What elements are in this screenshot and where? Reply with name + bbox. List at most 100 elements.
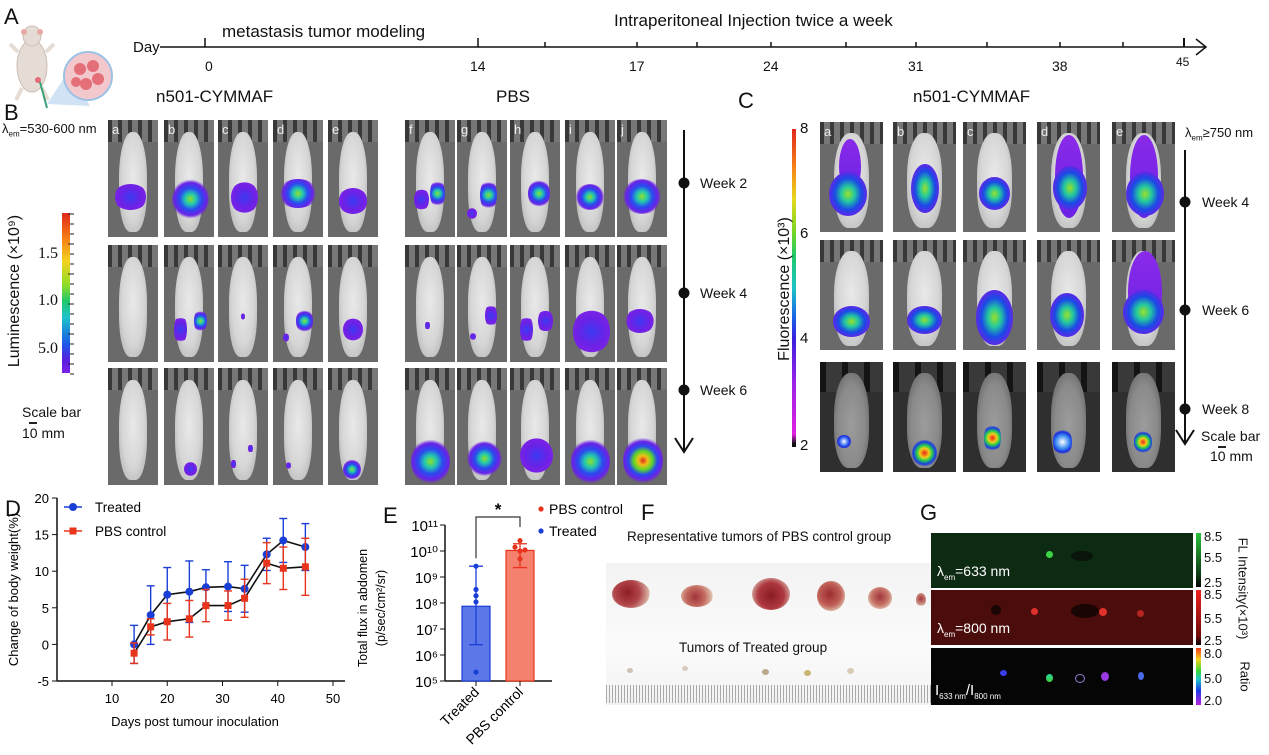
scale-bar-line	[29, 422, 37, 424]
cage-bars	[405, 368, 455, 390]
cage-bars	[405, 120, 455, 142]
panel-f-bottom-caption: Tumors of Treated group	[679, 640, 828, 655]
timeline-day-label: 17	[629, 58, 645, 74]
pbs-tumor	[817, 581, 845, 611]
mouse-image	[457, 245, 507, 362]
timeline-day-label: 0	[205, 58, 213, 74]
week-dot	[678, 177, 690, 189]
signal-spot	[411, 438, 450, 485]
mouse-image: c	[963, 122, 1026, 232]
treated-tumor	[847, 668, 854, 674]
legend-label: PBS control	[95, 524, 166, 539]
mouse-letter: g	[461, 122, 469, 137]
signal-spot	[174, 315, 187, 345]
panel-b-wavelength: λem=530-600 nm	[2, 121, 97, 139]
fluorescence-colorbar	[792, 129, 796, 447]
cage-bars	[328, 245, 378, 267]
treated-tumor	[762, 669, 769, 675]
mouse-image: d	[273, 120, 323, 237]
cage-bars	[164, 245, 214, 267]
arrow-down-icon	[1175, 429, 1195, 446]
fl-intensity-label: FL Intensity(×10³)	[1235, 537, 1251, 640]
panel-f-top-caption: Representative tumors of PBS control gro…	[627, 529, 892, 544]
signal-spot	[295, 309, 313, 333]
mouse-image	[617, 368, 667, 485]
cage-bars	[273, 245, 323, 267]
lambda-symbol: λ	[937, 563, 944, 579]
pbs-tumor	[681, 585, 713, 607]
panel-c-scale-bar-value: 10 mm	[1210, 448, 1253, 464]
panel-c-title: n501-CYMMAF	[913, 87, 1031, 106]
timeline-arrowhead-icon	[1195, 38, 1208, 56]
panel-c-week-arrow	[1175, 150, 1195, 446]
y-tick-label: 0	[42, 637, 49, 652]
ruler	[606, 685, 932, 703]
signal-spot	[230, 180, 258, 214]
body-weight-line-chart: -5 0 5 10 15 20 10 20 30 40 50 Days post tumour ino…	[6, 491, 345, 729]
treatment-timeline	[160, 38, 1208, 56]
data-point	[517, 556, 523, 562]
timeline-phase-injection: Intraperitoneal Injection twice a week	[614, 11, 893, 30]
mouse-letter: d	[277, 122, 285, 137]
data-point	[146, 611, 155, 620]
colorbar-tick-4: 4	[800, 330, 809, 347]
mouse-body	[229, 256, 257, 358]
mouse-image	[820, 240, 883, 350]
panel-b-group2-title: PBS	[496, 87, 531, 106]
cage-bars	[273, 120, 323, 142]
mouse-body	[284, 256, 312, 358]
fluorescence-colorbar-label: Fluorescence (×10³)	[776, 217, 793, 361]
ratio-spot	[1101, 672, 1109, 681]
ratio-label: Ratio	[1237, 661, 1253, 692]
y-tick-label: 20	[35, 491, 49, 506]
series-line-pbs	[133, 562, 306, 654]
cage-bars	[108, 120, 158, 142]
data-point	[185, 615, 193, 623]
panel-c-wavelength: λem≥750 nm	[1185, 125, 1253, 143]
y-tick-label: 10⁶	[415, 648, 438, 665]
signal-spot	[414, 187, 429, 212]
panel-b-week-6: Week 6	[700, 382, 748, 398]
panel-label-d: D	[5, 496, 21, 521]
wavelength-value: =530-600 nm	[19, 121, 97, 136]
signal-spot	[338, 187, 368, 214]
signal-spot	[832, 306, 871, 337]
signal-spot	[194, 309, 207, 333]
pbs-tumor	[868, 587, 892, 609]
y-tick-label: 10⁸	[415, 596, 438, 613]
dark-spot	[1071, 604, 1099, 618]
wavelength-value: =800 nm	[955, 620, 1010, 636]
panel-label-e: E	[383, 503, 398, 528]
mouse-image	[1112, 240, 1175, 350]
mouse-image	[405, 245, 455, 362]
mouse-image: j	[617, 120, 667, 237]
data-point	[301, 563, 309, 571]
ratio-spot	[1046, 674, 1053, 682]
mouse-image: c	[218, 120, 268, 237]
x-axis-label: Days post tumour inoculation	[111, 714, 279, 729]
timeline-day-label: 24	[763, 58, 779, 74]
data-point	[473, 563, 479, 569]
signal-spot	[910, 163, 939, 214]
data-point	[517, 538, 523, 544]
signal-spot	[622, 178, 662, 214]
signal-spot	[278, 178, 318, 208]
cage-bars	[328, 368, 378, 390]
panel-b-week-2: Week 2	[700, 175, 748, 191]
y-tick-label: -5	[37, 674, 49, 689]
mouse-body	[119, 131, 147, 233]
legend-marker	[538, 528, 544, 534]
data-point	[512, 544, 518, 550]
signal-spot	[1052, 166, 1088, 210]
pbs-tumor	[916, 593, 926, 607]
bar-pbs-control	[505, 549, 535, 682]
y-tick-label: 5	[42, 601, 49, 616]
data-point	[473, 586, 479, 593]
data-point	[163, 590, 172, 599]
mouse-letter: f	[409, 122, 413, 137]
significance-star: *	[495, 500, 502, 519]
panel-c-week-8: Week 8	[1202, 401, 1250, 417]
tumor-photo	[606, 563, 932, 705]
week-dot	[1179, 304, 1191, 316]
signal-spot	[520, 315, 533, 345]
